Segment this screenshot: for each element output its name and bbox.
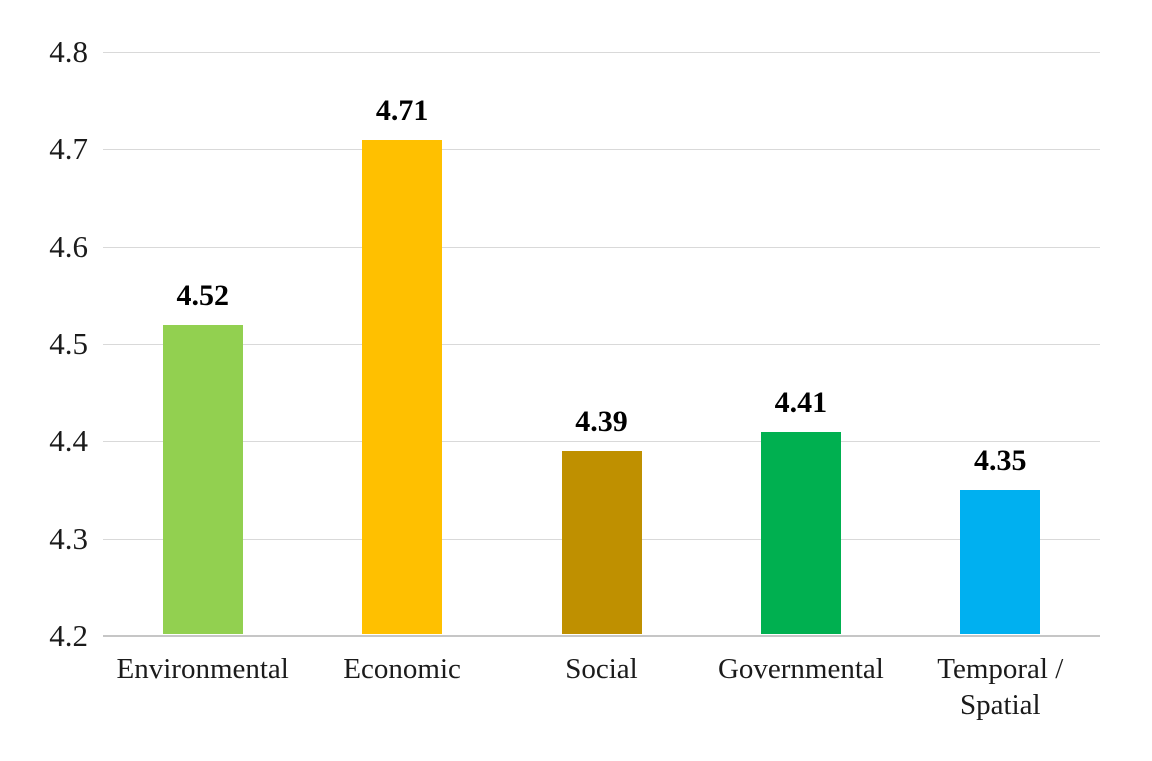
gridline xyxy=(103,52,1100,53)
gridline xyxy=(103,149,1100,151)
y-tick-label: 4.6 xyxy=(49,228,88,264)
y-tick-label: 4.2 xyxy=(49,618,88,653)
x-category-label: Governmental xyxy=(717,653,884,685)
bar-value-label: 4.35 xyxy=(974,444,1027,477)
x-category-label: Temporal / Spatial xyxy=(937,653,1064,721)
bar-temporal-spatial xyxy=(960,490,1041,634)
bar-economic xyxy=(362,139,443,634)
bar-value-label: 4.52 xyxy=(176,278,229,312)
y-tick-label: 4.7 xyxy=(49,131,88,167)
gridline xyxy=(103,246,1100,248)
bar-governmental xyxy=(760,431,841,634)
y-tick-label: 4.4 xyxy=(49,423,88,459)
y-tick-label: 4.5 xyxy=(49,326,88,361)
gridline xyxy=(103,344,1100,345)
x-category-label: Social xyxy=(565,653,638,685)
x-axis-line xyxy=(103,635,1100,637)
bar-value-label: 4.71 xyxy=(375,93,429,127)
bar-value-label: 4.41 xyxy=(774,385,828,419)
gridline xyxy=(103,441,1100,443)
x-category-label: Economic xyxy=(343,653,461,685)
bar-value-label: 4.39 xyxy=(575,405,628,439)
bar-environmental xyxy=(162,324,243,634)
y-tick-label: 4.3 xyxy=(49,520,88,556)
y-tick-label: 4.8 xyxy=(49,34,88,69)
x-category-label: Environmental xyxy=(116,653,289,685)
bar-social xyxy=(561,451,642,634)
